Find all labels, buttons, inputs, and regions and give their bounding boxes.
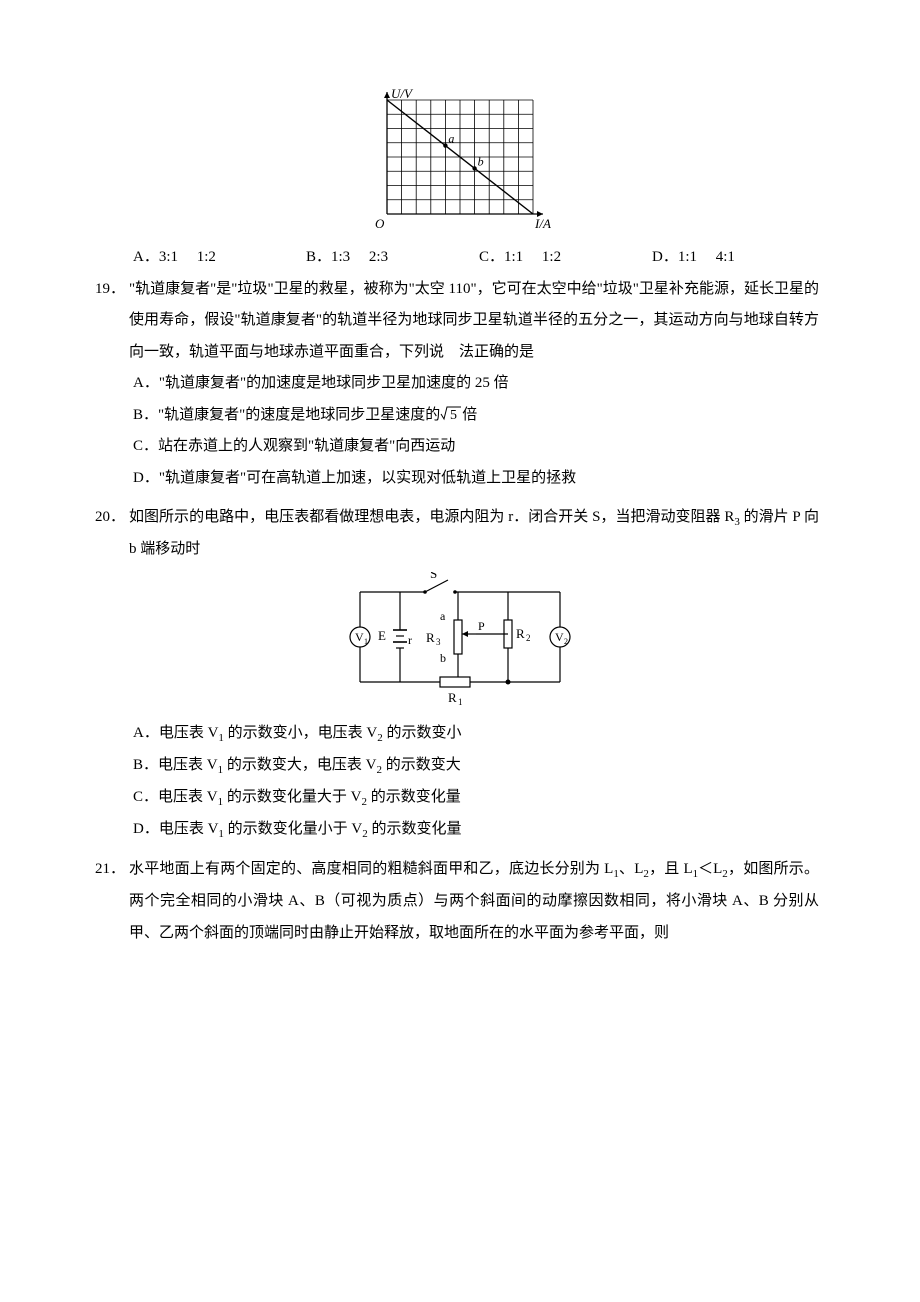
svg-text:2: 2 [564, 637, 568, 646]
q20-option-c: C．电压表 V1 的示数变化量大于 V2 的示数变化量 [133, 782, 825, 814]
svg-text:R: R [516, 626, 525, 641]
q18-option-d: D．1:1 4:1 [652, 242, 825, 274]
q18-option-c: C．1:1 1:2 [479, 242, 652, 274]
svg-text:O: O [375, 216, 385, 231]
q20-option-a: A．电压表 V1 的示数变小，电压表 V2 的示数变小 [133, 718, 825, 750]
svg-text:1: 1 [364, 637, 368, 646]
q19-optB-post: 倍 [462, 407, 477, 423]
q19-option-d: D．"轨道康复者"可在高轨道上加速，以实现对低轨道上卫星的拯救 [133, 463, 825, 495]
q20-option-b: B．电压表 V1 的示数变大，电压表 V2 的示数变大 [133, 750, 825, 782]
q19-stem: "轨道康复者"是"垃圾"卫星的救星，被称为"太空 110"，它可在太空中给"垃圾… [129, 274, 819, 369]
q21-stem: 水平地面上有两个固定的、高度相同的粗糙斜面甲和乙，底边长分别为 L1、L2，且 … [129, 854, 819, 949]
q21: 21．水平地面上有两个固定的、高度相同的粗糙斜面甲和乙，底边长分别为 L1、L2… [95, 854, 825, 949]
q20-number: 20． [95, 502, 129, 534]
sqrt-icon: 5 [440, 407, 462, 423]
q20-option-d: D．电压表 V1 的示数变化量小于 V2 的示数变化量 [133, 814, 825, 846]
svg-text:V: V [555, 630, 564, 644]
svg-text:b: b [478, 154, 484, 168]
svg-text:3: 3 [436, 637, 441, 647]
svg-text:R: R [448, 690, 457, 705]
svg-text:a: a [448, 132, 454, 146]
q21-number: 21． [95, 854, 129, 886]
svg-text:1: 1 [458, 697, 463, 707]
q18-option-b: B．1:3 2:3 [306, 242, 479, 274]
svg-text:U/V: U/V [391, 86, 414, 101]
q18-figure: a b O I/A U/V [95, 86, 825, 236]
svg-text:a: a [440, 609, 446, 623]
q19-number: 19． [95, 274, 129, 306]
svg-text:S: S [430, 572, 437, 581]
svg-text:r: r [408, 633, 412, 647]
q19-option-c: C．站在赤道上的人观察到"轨道康复者"向西运动 [133, 431, 825, 463]
ui-graph: a b O I/A U/V [365, 86, 555, 236]
svg-text:V: V [355, 630, 364, 644]
q19-option-a: A．"轨道康复者"的加速度是地球同步卫星加速度的 25 倍 [133, 368, 825, 400]
q20: 20．如图所示的电路中，电压表都看做理想电表，电源内阻为 r．闭合开关 S，当把… [95, 502, 825, 846]
svg-text:E: E [378, 628, 386, 643]
svg-text:R: R [426, 630, 435, 645]
q18-option-a: A．3:1 1:2 [133, 242, 306, 274]
q20-stem: 如图所示的电路中，电压表都看做理想电表，电源内阻为 r．闭合开关 S，当把滑动变… [129, 502, 819, 566]
svg-text:5: 5 [450, 408, 457, 421]
q20-figure: SV1V2R1ErabR3PR2 [95, 572, 825, 712]
q18-options: A．3:1 1:2 B．1:3 2:3 C．1:1 1:2 D．1:1 4:1 [133, 242, 825, 274]
svg-text:b: b [440, 651, 446, 665]
svg-text:P: P [478, 619, 485, 633]
q19-optB-pre: B．"轨道康复者"的速度是地球同步卫星速度的 [133, 407, 440, 423]
svg-text:I/A: I/A [534, 216, 551, 231]
svg-text:2: 2 [526, 633, 531, 643]
q19-option-b: B．"轨道康复者"的速度是地球同步卫星速度的 5倍 [133, 400, 825, 432]
q19: 19．"轨道康复者"是"垃圾"卫星的救星，被称为"太空 110"，它可在太空中给… [95, 274, 825, 495]
circuit-diagram: SV1V2R1ErabR3PR2 [330, 572, 590, 712]
